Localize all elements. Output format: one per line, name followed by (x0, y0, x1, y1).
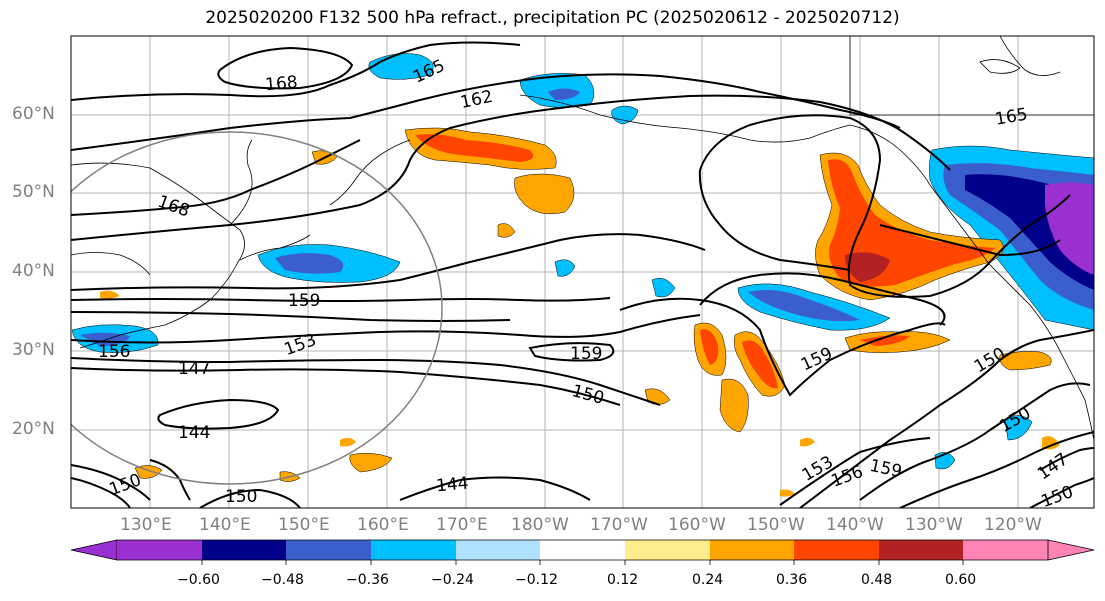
lat-label-20n: 20°N (12, 419, 55, 439)
colorbar-swatch (456, 540, 540, 560)
lat-label-60n: 60°N (12, 104, 55, 124)
lon-label-120w: 120°W (984, 515, 1042, 535)
colorbar-tick-label: 0.12 (607, 572, 639, 588)
lon-label-180w: 180°W (511, 515, 569, 535)
lon-label-130e: 130°E (120, 515, 172, 535)
colorbar (70, 539, 1095, 565)
colorbar-tick-label: −0.48 (261, 572, 304, 588)
contour-label: 156 (98, 342, 130, 362)
lon-label-170e: 170°E (436, 515, 488, 535)
colorbar-tick-label: −0.24 (431, 572, 474, 588)
colorbar-tick-label: 0.36 (776, 572, 808, 588)
colorbar-swatch (625, 540, 710, 560)
colorbar-swatch (286, 540, 371, 560)
colorbar-swatch (963, 540, 1048, 560)
colorbar-tick-label: 0.60 (945, 572, 977, 588)
lon-label-170w: 170°W (590, 515, 648, 535)
colorbar-swatch (794, 540, 879, 560)
contour-label: 144 (435, 474, 469, 497)
colorbar-swatch (540, 540, 625, 560)
lat-label-40n: 40°N (12, 261, 55, 281)
height-contours (71, 41, 1094, 508)
map-title: 2025020200 F132 500 hPa refract., precip… (205, 8, 900, 28)
coastlines (71, 36, 1094, 441)
colorbar-max-extend (1047, 539, 1095, 561)
colorbar-min-extend (70, 539, 118, 561)
range-circle (71, 131, 443, 485)
lon-label-150w: 150°W (747, 515, 805, 535)
colorbar-tick-label: −0.60 (177, 572, 220, 588)
colorbar-swatch (879, 540, 963, 560)
contour-label: 150 (225, 487, 257, 507)
precipitation-shading (71, 53, 1094, 497)
contour-label: 159 (570, 344, 602, 364)
lon-label-160w: 160°W (668, 515, 726, 535)
lon-label-140w: 140°W (826, 515, 884, 535)
colorbar-tick-label: −0.12 (515, 572, 558, 588)
colorbar-swatch (371, 540, 456, 560)
colorbar-tick-label: −0.36 (346, 572, 389, 588)
lon-label-160e: 160°E (357, 515, 409, 535)
colorbar-swatch (710, 540, 794, 560)
lon-label-130w: 130°W (905, 515, 963, 535)
colorbar-tick-label: 0.24 (692, 572, 724, 588)
contour-label: 159 (288, 291, 320, 311)
map-frame (70, 35, 1095, 509)
lon-label-150e: 150°E (278, 515, 330, 535)
lon-label-140e: 140°E (199, 515, 251, 535)
lat-label-30n: 30°N (12, 340, 55, 360)
contour-label: 168 (264, 73, 298, 96)
colorbar-swatch (202, 540, 286, 560)
colorbar-tick-label: 0.48 (861, 572, 893, 588)
map-plot-area (71, 36, 1094, 508)
lat-label-50n: 50°N (12, 182, 55, 202)
contour-label: 144 (178, 423, 210, 443)
contour-label: 147 (178, 359, 210, 379)
colorbar-swatch (117, 540, 202, 560)
